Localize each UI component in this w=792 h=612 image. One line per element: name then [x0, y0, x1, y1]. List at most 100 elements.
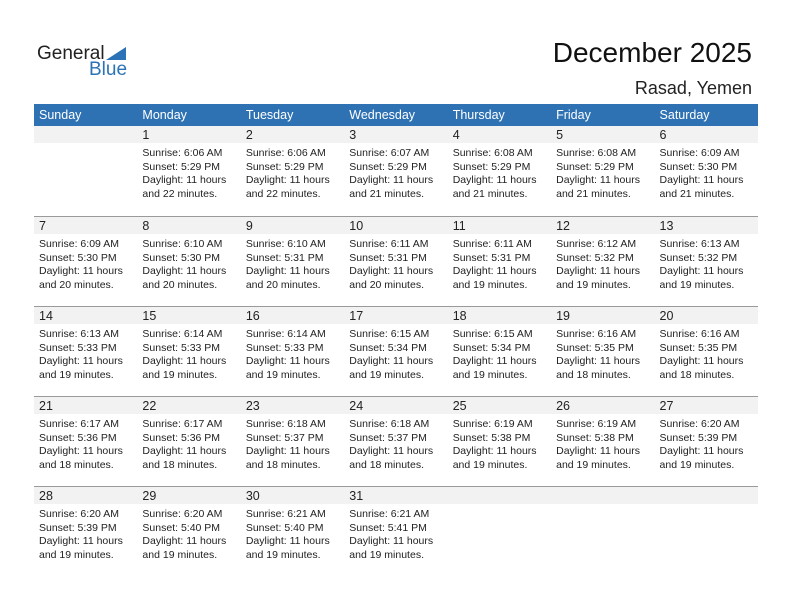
daylight-text: Daylight: 11 hours: [452, 174, 537, 186]
day-number: [654, 487, 758, 504]
day-number: 14: [34, 307, 138, 324]
day-number: [447, 487, 552, 504]
daylight-minutes-text: and 22 minutes.: [142, 187, 218, 200]
day-cell: 16 Sunrise: 6:14 AM Sunset: 5:33 PM Dayligh…: [240, 307, 345, 396]
daylight-minutes-text: and 18 minutes.: [556, 368, 631, 381]
day-cell: 26 Sunrise: 6:19 AM Sunset: 5:38 PM Dayligh…: [551, 397, 655, 486]
sunrise-text: Sunrise: 6:21 AM: [245, 508, 326, 520]
sunrise-text: Sunrise: 6:11 AM: [452, 238, 532, 250]
daylight-minutes-text: and 19 minutes.: [142, 368, 218, 381]
day-cell: 29 Sunrise: 6:20 AM Sunset: 5:40 PM Dayligh…: [137, 487, 241, 576]
day-info: Sunrise: 6:17 AM Sunset: 5:36 PM Daylight:…: [137, 414, 240, 472]
day-cell: 31 Sunrise: 6:21 AM Sunset: 5:41 PM Dayligh…: [344, 487, 448, 576]
day-cell: 30 Sunrise: 6:21 AM Sunset: 5:40 PM Dayligh…: [240, 487, 345, 576]
sunrise-text: Sunrise: 6:14 AM: [142, 328, 223, 340]
day-info: Sunrise: 6:14 AM Sunset: 5:33 PM Daylight:…: [241, 324, 344, 382]
day-number: 27: [654, 397, 758, 414]
sunrise-text: Sunrise: 6:19 AM: [452, 418, 533, 430]
sunset-text: Sunset: 5:41 PM: [349, 521, 427, 534]
daylight-minutes-text: and 20 minutes.: [349, 278, 424, 291]
daylight-minutes-text: and 21 minutes.: [349, 187, 424, 200]
sunset-text: Sunset: 5:35 PM: [659, 341, 738, 354]
sunrise-text: Sunrise: 6:11 AM: [349, 238, 429, 250]
sunset-text: Sunset: 5:36 PM: [142, 431, 221, 444]
sunrise-text: Sunrise: 6:10 AM: [245, 238, 326, 250]
day-number: 10: [344, 217, 448, 234]
daylight-text: Daylight: 11 hours: [245, 174, 330, 186]
daylight-text: Daylight: 11 hours: [659, 355, 744, 367]
week-row: 21 Sunrise: 6:17 AM Sunset: 5:36 PM Dayligh…: [34, 396, 758, 486]
sunrise-text: Sunrise: 6:20 AM: [142, 508, 223, 520]
sunrise-text: Sunrise: 6:06 AM: [142, 147, 223, 159]
day-info: Sunrise: 6:20 AM Sunset: 5:39 PM Daylight:…: [655, 414, 758, 472]
day-cell: 17 Sunrise: 6:15 AM Sunset: 5:34 PM Dayligh…: [344, 307, 448, 396]
day-number: 12: [551, 217, 655, 234]
sunset-text: Sunset: 5:31 PM: [452, 251, 531, 264]
daylight-minutes-text: and 21 minutes.: [659, 187, 735, 200]
day-number: 3: [344, 126, 448, 143]
week-row: 14 Sunrise: 6:13 AM Sunset: 5:33 PM Dayligh…: [34, 306, 758, 396]
sunrise-text: Sunrise: 6:18 AM: [349, 418, 430, 430]
weeks: 1 Sunrise: 6:06 AM Sunset: 5:29 PM Daylight…: [34, 126, 758, 576]
day-number: 7: [34, 217, 138, 234]
sunrise-text: Sunrise: 6:21 AM: [349, 508, 430, 520]
sunrise-text: Sunrise: 6:13 AM: [659, 238, 740, 250]
day-cell: 24 Sunrise: 6:18 AM Sunset: 5:37 PM Dayligh…: [344, 397, 448, 486]
daylight-minutes-text: and 20 minutes.: [142, 278, 218, 291]
day-cell: 1 Sunrise: 6:06 AM Sunset: 5:29 PM Daylight…: [137, 126, 241, 216]
daylight-text: Daylight: 11 hours: [142, 265, 227, 277]
daylight-text: Daylight: 11 hours: [349, 174, 434, 186]
day-number: 19: [551, 307, 655, 324]
day-cell: 13 Sunrise: 6:13 AM Sunset: 5:32 PM Dayligh…: [654, 217, 758, 306]
sunset-text: Sunset: 5:33 PM: [245, 341, 324, 354]
daylight-minutes-text: and 19 minutes.: [659, 458, 735, 471]
empty-cell: [34, 126, 138, 216]
sunset-text: Sunset: 5:29 PM: [142, 160, 221, 173]
day-info: Sunrise: 6:20 AM Sunset: 5:39 PM Daylight:…: [34, 504, 137, 562]
daylight-text: Daylight: 11 hours: [245, 445, 330, 457]
day-cell: 22 Sunrise: 6:17 AM Sunset: 5:36 PM Dayligh…: [137, 397, 241, 486]
sunset-text: Sunset: 5:32 PM: [556, 251, 634, 264]
day-number: 22: [137, 397, 241, 414]
day-cell: 19 Sunrise: 6:16 AM Sunset: 5:35 PM Dayligh…: [551, 307, 655, 396]
day-info: Sunrise: 6:16 AM Sunset: 5:35 PM Daylight:…: [655, 324, 758, 382]
sunset-text: Sunset: 5:30 PM: [142, 251, 221, 264]
daylight-text: Daylight: 11 hours: [349, 535, 434, 547]
sunset-text: Sunset: 5:32 PM: [659, 251, 738, 264]
sunset-text: Sunset: 5:29 PM: [556, 160, 634, 173]
day-info: Sunrise: 6:06 AM Sunset: 5:29 PM Daylight:…: [241, 143, 344, 201]
daylight-text: Daylight: 11 hours: [659, 445, 744, 457]
day-info: Sunrise: 6:21 AM Sunset: 5:41 PM Daylight:…: [344, 504, 447, 562]
weekday-sunday: Sunday: [39, 108, 82, 122]
sunrise-text: Sunrise: 6:09 AM: [659, 147, 740, 159]
daylight-minutes-text: and 22 minutes.: [245, 187, 321, 200]
day-cell: 21 Sunrise: 6:17 AM Sunset: 5:36 PM Dayligh…: [34, 397, 138, 486]
day-cell: 4 Sunrise: 6:08 AM Sunset: 5:29 PM Daylight…: [447, 126, 552, 216]
daylight-text: Daylight: 11 hours: [142, 535, 227, 547]
day-info: Sunrise: 6:14 AM Sunset: 5:33 PM Daylight:…: [137, 324, 240, 382]
day-info: Sunrise: 6:13 AM Sunset: 5:33 PM Daylight:…: [34, 324, 137, 382]
day-info: Sunrise: 6:10 AM Sunset: 5:30 PM Daylight:…: [137, 234, 240, 292]
sunset-text: Sunset: 5:29 PM: [349, 160, 427, 173]
daylight-text: Daylight: 11 hours: [142, 174, 227, 186]
sunset-text: Sunset: 5:36 PM: [39, 431, 117, 444]
sunrise-text: Sunrise: 6:15 AM: [349, 328, 430, 340]
sunrise-text: Sunrise: 6:06 AM: [245, 147, 326, 159]
day-cell: 18 Sunrise: 6:15 AM Sunset: 5:34 PM Dayligh…: [447, 307, 552, 396]
daylight-minutes-text: and 19 minutes.: [452, 368, 528, 381]
daylight-text: Daylight: 11 hours: [556, 265, 640, 277]
daylight-minutes-text: and 20 minutes.: [245, 278, 321, 291]
day-info: Sunrise: 6:06 AM Sunset: 5:29 PM Daylight:…: [137, 143, 240, 201]
daylight-minutes-text: and 19 minutes.: [349, 548, 424, 561]
day-cell: 12 Sunrise: 6:12 AM Sunset: 5:32 PM Dayligh…: [551, 217, 655, 306]
sunset-text: Sunset: 5:29 PM: [245, 160, 324, 173]
day-info: Sunrise: 6:11 AM Sunset: 5:31 PM Daylight:…: [344, 234, 447, 292]
sunrise-text: Sunrise: 6:08 AM: [556, 147, 637, 159]
sunset-text: Sunset: 5:34 PM: [349, 341, 427, 354]
day-info: Sunrise: 6:19 AM Sunset: 5:38 PM Daylight:…: [448, 414, 551, 472]
week-row: 7 Sunrise: 6:09 AM Sunset: 5:30 PM Daylight…: [34, 216, 758, 306]
daylight-text: Daylight: 11 hours: [39, 535, 123, 547]
weekday-tuesday: Tuesday: [245, 108, 294, 122]
sunset-text: Sunset: 5:29 PM: [452, 160, 531, 173]
day-info: Sunrise: 6:20 AM Sunset: 5:40 PM Daylight:…: [137, 504, 240, 562]
